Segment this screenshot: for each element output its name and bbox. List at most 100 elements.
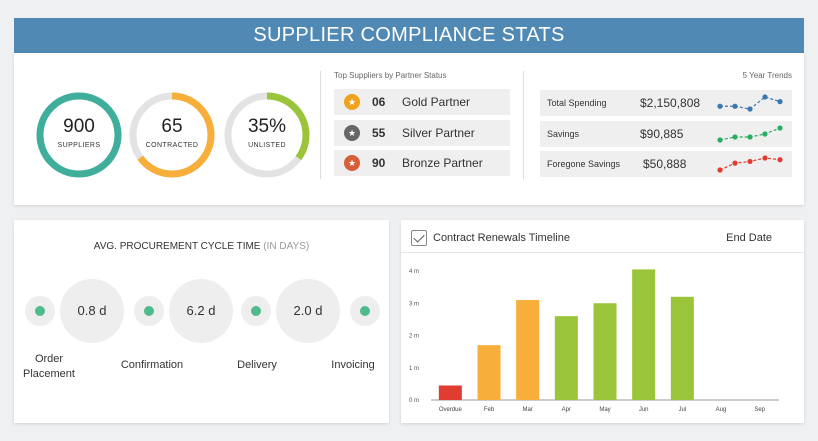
bar-feb[interactable] <box>477 345 501 400</box>
x-tick-label: Feb <box>484 407 495 413</box>
y-tick-label: 0 m <box>409 398 419 404</box>
suppliers-label: SUPPLIERS <box>57 142 101 149</box>
stage-marker <box>134 296 164 326</box>
sparkline-point <box>762 131 768 137</box>
trend-label: Foregone Savings <box>547 159 621 169</box>
unlisted-value: 35% <box>247 116 287 137</box>
stage-label-confirmation: Confirmation <box>120 359 184 371</box>
sparkline-point <box>732 160 738 166</box>
stage-dot <box>360 306 370 316</box>
bar-mar[interactable] <box>516 300 540 400</box>
stage-label-delivery: Delivery <box>237 359 277 371</box>
suppliers-value: 900 <box>63 116 95 137</box>
trend-row-total-spending[interactable]: Total Spending $2,150,808 <box>540 90 792 116</box>
partner-count: 06 <box>372 95 386 109</box>
timeline-header: Contract Renewals Timeline <box>411 230 570 246</box>
trends-heading: 5 Year Trends <box>742 71 792 80</box>
y-tick-label: 2 m <box>409 334 419 340</box>
suppliers-donut: 900 SUPPLIERS <box>34 90 124 185</box>
trend-label: Total Spending <box>547 98 607 108</box>
bar-overdue[interactable] <box>438 385 462 400</box>
unlisted-donut-ring <box>224 92 310 178</box>
x-tick-label: Overdue <box>439 407 463 413</box>
contracted-label: CONTRACTED <box>145 142 199 149</box>
partner-count: 55 <box>372 126 386 140</box>
stage-label-invoicing: Invoicing <box>331 359 375 371</box>
bar-jun[interactable] <box>632 269 656 400</box>
partner-row-bronze[interactable]: ★ 90 Bronze Partner <box>334 150 510 176</box>
sparkline-point <box>747 134 753 140</box>
total-spending-sparkline <box>717 94 783 112</box>
sparkline-point <box>777 157 783 163</box>
partners-heading: Top Suppliers by Partner Status <box>334 71 447 80</box>
sparkline-point <box>747 158 753 165</box>
trend-row-savings[interactable]: Savings $90,885 <box>540 121 792 147</box>
savings-sparkline <box>717 125 783 143</box>
stage-dot <box>144 306 154 316</box>
divider <box>320 71 321 179</box>
contract-renewals-card: Contract Renewals Timeline End Date 0 m 1… <box>401 220 804 423</box>
cycle-duration: 6.2 d <box>169 279 233 343</box>
y-tick-label: 4 m <box>409 269 419 275</box>
partner-row-silver[interactable]: ★ 55 Silver Partner <box>334 120 510 146</box>
stage-marker <box>350 296 380 326</box>
trend-row-foregone-savings[interactable]: Foregone Savings $50,888 <box>540 151 792 177</box>
partner-name: Gold Partner <box>402 95 471 109</box>
partner-name: Silver Partner <box>402 126 475 140</box>
divider <box>401 252 804 253</box>
y-tick-label: 3 m <box>409 301 419 307</box>
x-tick-label: Jul <box>678 407 686 413</box>
suppliers-donut-ring <box>36 92 122 178</box>
cycle-title: AVG. PROCUREMENT CYCLE TIME (IN DAYS) <box>14 241 389 252</box>
page-title: SUPPLIER COMPLIANCE STATS <box>14 18 804 53</box>
contracted-donut: 65 CONTRACTED <box>127 90 217 185</box>
summary-card: 900 SUPPLIERS 65 CONTRACTED 35% UNLISTED… <box>14 53 804 205</box>
x-tick-label: Mar <box>522 407 532 413</box>
partner-name: Bronze Partner <box>402 156 483 170</box>
sparkline-point <box>732 103 738 109</box>
trend-value: $50,888 <box>643 157 687 171</box>
foregone-savings-sparkline <box>717 155 783 173</box>
timeline-title: Contract Renewals Timeline <box>433 232 570 244</box>
partner-count: 90 <box>372 156 386 170</box>
sparkline-point <box>777 125 783 131</box>
gold-star-medal-icon: ★ <box>344 94 360 110</box>
stage-dot <box>35 306 45 316</box>
bar-apr[interactable] <box>554 316 578 400</box>
divider <box>523 71 524 179</box>
bar-jul[interactable] <box>670 296 694 400</box>
sparkline-point <box>762 94 768 100</box>
cycle-duration: 2.0 d <box>276 279 340 343</box>
x-tick-label: May <box>599 407 610 413</box>
bar-may[interactable] <box>593 303 617 400</box>
silver-star-medal-icon: ★ <box>344 125 360 141</box>
contracted-value: 65 <box>161 116 183 137</box>
checkbox-icon[interactable] <box>411 230 427 246</box>
procurement-cycle-card: AVG. PROCUREMENT CYCLE TIME (IN DAYS) 0.… <box>14 220 389 423</box>
sparkline-point <box>747 106 753 112</box>
sparkline-point <box>732 134 738 140</box>
end-date-label[interactable]: End Date <box>726 232 772 244</box>
contracted-donut-ring <box>129 92 215 178</box>
trend-label: Savings <box>547 129 580 139</box>
unlisted-label: UNLISTED <box>248 142 286 149</box>
bronze-star-medal-icon: ★ <box>344 155 360 171</box>
stage-marker <box>25 296 55 326</box>
partner-row-gold[interactable]: ★ 06 Gold Partner <box>334 89 510 115</box>
y-tick-label: 1 m <box>409 366 419 372</box>
unlisted-donut: 35% UNLISTED <box>222 90 312 185</box>
x-tick-label: Sep <box>754 407 765 413</box>
cycle-title-unit: (IN DAYS) <box>263 241 310 252</box>
x-tick-label: Aug <box>716 407 727 413</box>
sparkline-point <box>762 155 768 161</box>
renewals-bar-chart: 0 m 1 m 2 m 3 m 4 m Overdue Feb Mar Apr May Jun Jul… <box>409 269 779 413</box>
sparkline-point <box>717 137 723 143</box>
stage-label-order-placement: Order Placement <box>23 353 75 380</box>
stage-dot <box>251 306 261 316</box>
stage-marker <box>241 296 271 326</box>
cycle-title-text: AVG. PROCUREMENT CYCLE TIME <box>93 241 261 252</box>
x-tick-label: Jun <box>639 407 649 413</box>
sparkline-point <box>777 99 783 105</box>
sparkline-point <box>717 103 723 109</box>
sparkline-point <box>717 167 723 173</box>
